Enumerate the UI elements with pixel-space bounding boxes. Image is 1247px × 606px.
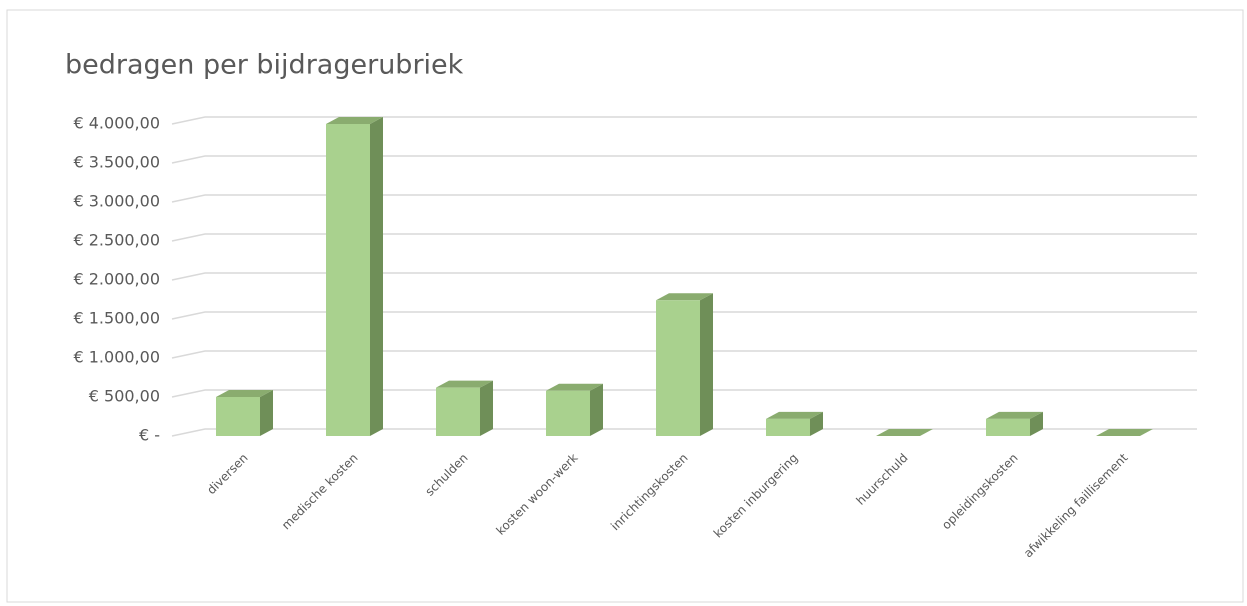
y-tick-label: € 3.500,00 bbox=[73, 153, 160, 172]
bar-side bbox=[1030, 411, 1043, 436]
grid-line bbox=[171, 194, 1197, 203]
grid-line bbox=[171, 233, 1197, 242]
bar-top bbox=[986, 411, 1043, 419]
bar-top bbox=[216, 390, 273, 397]
grid-line bbox=[171, 389, 1197, 398]
chart-frame bbox=[6, 9, 1244, 603]
grid-line bbox=[171, 311, 1197, 320]
grid-line bbox=[171, 350, 1197, 359]
bar-side bbox=[260, 390, 273, 436]
y-tick-label: € 1.000,00 bbox=[73, 348, 160, 367]
bar bbox=[766, 418, 810, 436]
bar-side bbox=[700, 293, 713, 436]
bar-top bbox=[326, 117, 383, 124]
bar-top bbox=[656, 293, 713, 301]
y-tick-label: € 4.000,00 bbox=[73, 114, 160, 133]
grid-line bbox=[171, 428, 1197, 437]
chart-title: bedragen per bijdragerubriek bbox=[65, 50, 464, 81]
bar bbox=[216, 397, 260, 436]
bar-side bbox=[590, 383, 603, 436]
bar-side bbox=[370, 117, 383, 436]
grid-line bbox=[171, 155, 1197, 164]
y-tick-label: € 2.000,00 bbox=[73, 270, 160, 289]
bar-top bbox=[436, 380, 493, 388]
bar-side bbox=[810, 411, 823, 436]
bar-top bbox=[546, 383, 603, 391]
bar bbox=[326, 124, 370, 436]
grid-line bbox=[171, 116, 1197, 125]
bar bbox=[986, 418, 1030, 436]
bar-side bbox=[480, 380, 493, 436]
y-tick-label: € 500,00 bbox=[89, 387, 160, 406]
grid-line bbox=[171, 272, 1197, 281]
bar bbox=[436, 387, 480, 436]
y-tick-label: € - bbox=[139, 426, 160, 445]
bar-top bbox=[766, 411, 823, 419]
y-tick-label: € 1.500,00 bbox=[73, 309, 160, 328]
bar bbox=[546, 390, 590, 436]
bar-top bbox=[876, 429, 933, 436]
y-tick-label: € 2.500,00 bbox=[73, 231, 160, 250]
bar bbox=[656, 300, 700, 436]
y-tick-label: € 3.000,00 bbox=[73, 192, 160, 211]
bar-top bbox=[1096, 429, 1153, 436]
